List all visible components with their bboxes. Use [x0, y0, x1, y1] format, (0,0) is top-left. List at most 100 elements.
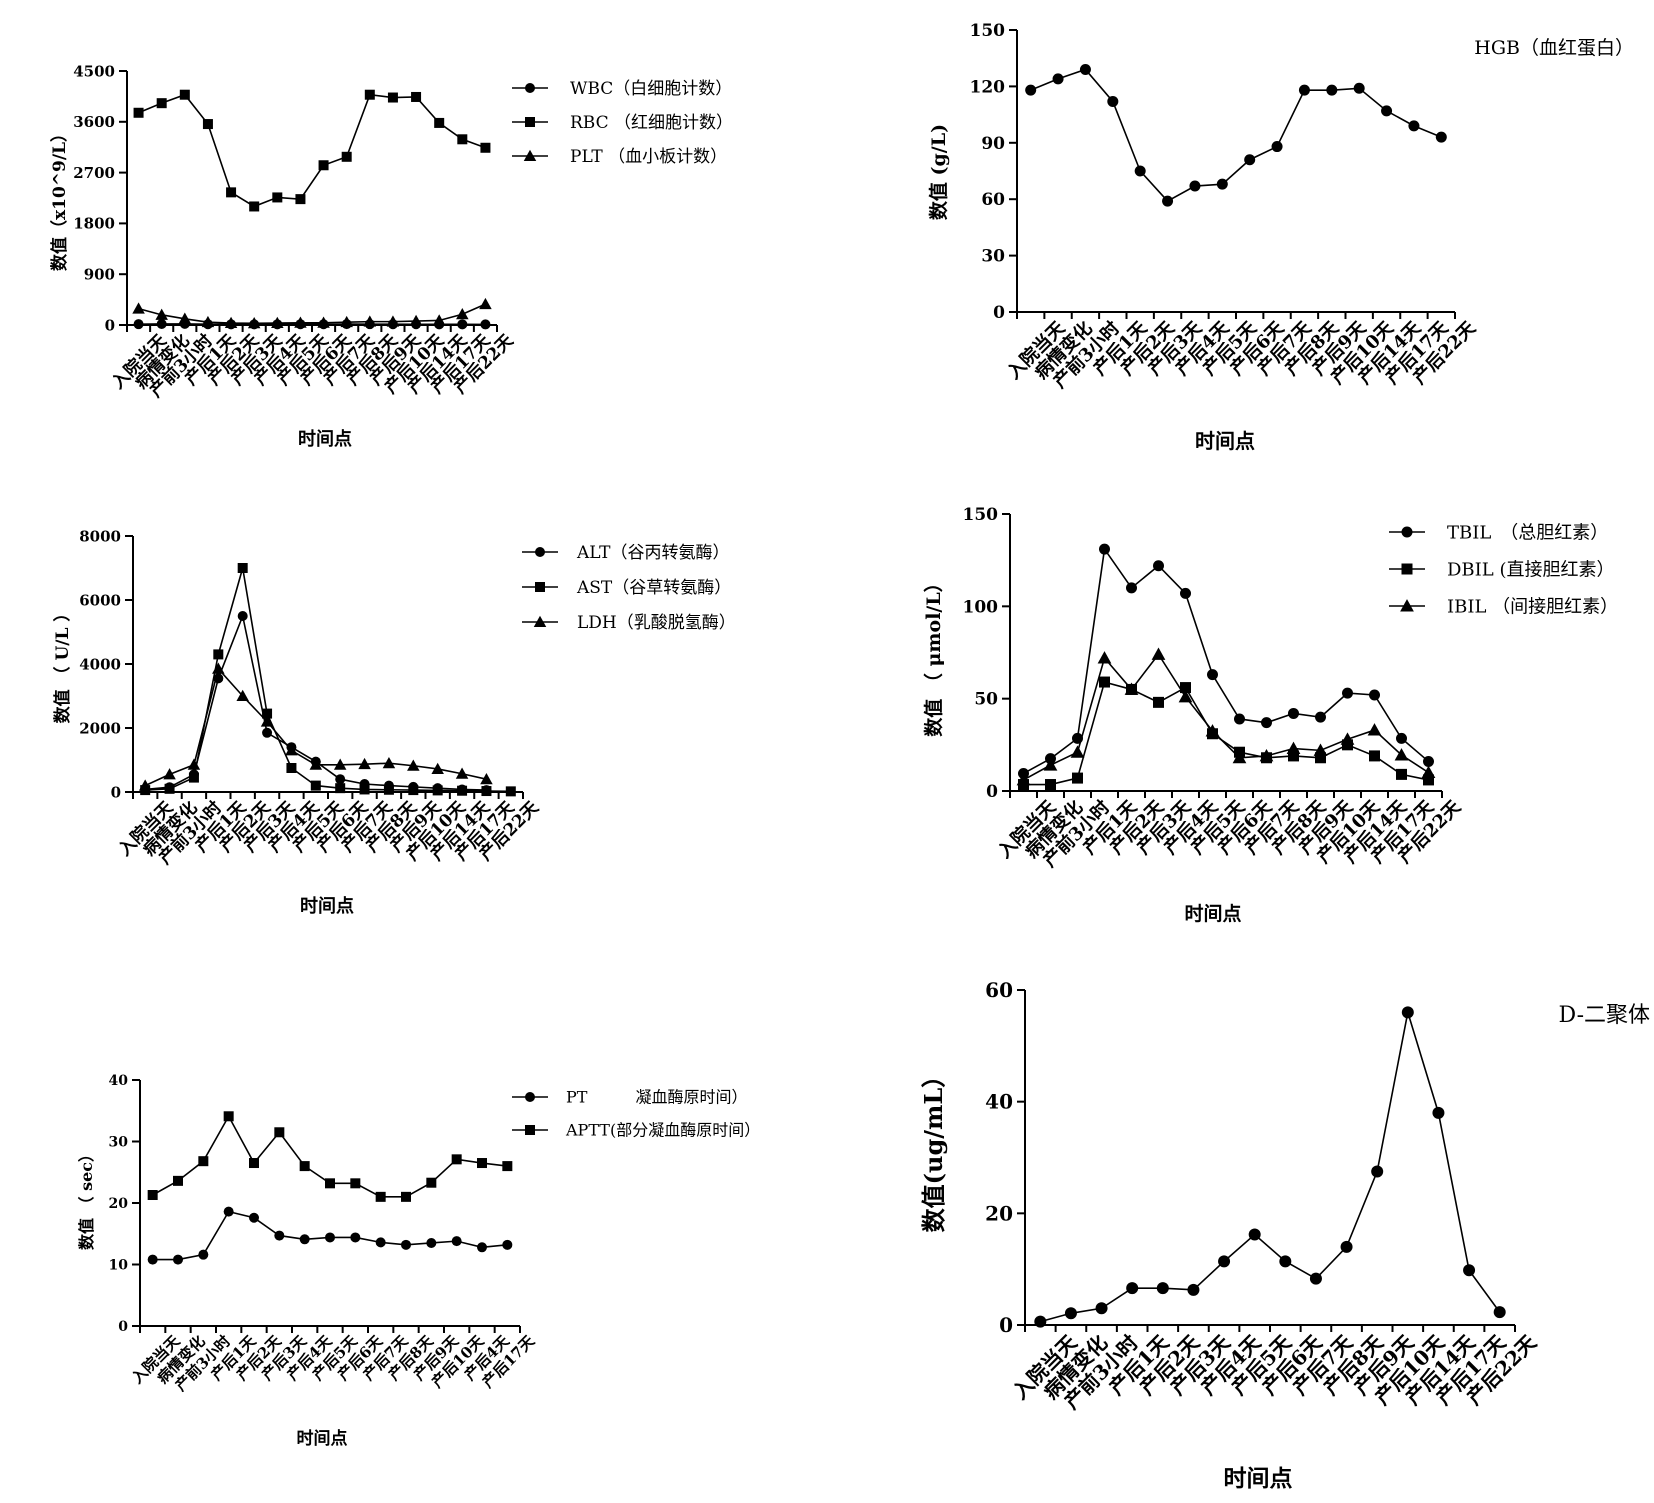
data-point	[198, 1156, 209, 1167]
data-point	[1072, 772, 1083, 784]
data-point	[1342, 739, 1353, 751]
data-point	[1016, 773, 1031, 786]
data-point	[502, 1161, 513, 1172]
data-point	[1288, 707, 1299, 719]
data-point	[382, 756, 396, 769]
legend-marker	[535, 547, 545, 557]
series-line	[1023, 652, 1429, 781]
series-1	[1034, 1006, 1506, 1328]
legend-marker	[525, 1125, 535, 1135]
data-point	[318, 160, 329, 171]
data-point	[1367, 723, 1382, 736]
data-point	[1340, 1240, 1353, 1253]
data-point	[271, 316, 284, 329]
legend-label: ALT（谷丙转氨酶）	[576, 543, 730, 563]
legend-marker	[523, 149, 537, 161]
data-point	[432, 785, 443, 796]
data-point	[226, 187, 237, 198]
y-tick-label: 900	[84, 265, 115, 283]
data-point	[457, 785, 468, 796]
y-tick-label: 0	[105, 316, 115, 334]
data-point	[333, 758, 347, 770]
data-point	[164, 783, 175, 794]
y-tick-label: 10	[109, 1257, 129, 1273]
y-tick-label: 100	[963, 597, 999, 617]
data-point	[407, 759, 420, 771]
data-point	[350, 1232, 361, 1243]
legend-marker	[1401, 563, 1413, 575]
legend-marker	[525, 117, 535, 127]
x-axis-title: 时间点	[1195, 429, 1255, 453]
data-point	[1234, 713, 1245, 725]
legend-label: RBC （红细胞计数）	[570, 113, 733, 133]
y-tick-label: 3600	[73, 113, 115, 131]
data-point	[285, 744, 298, 756]
data-point	[1271, 141, 1283, 153]
data-point	[479, 297, 492, 310]
chart-title: D-二聚体	[1559, 1003, 1650, 1028]
data-point	[202, 119, 213, 130]
data-point	[477, 1242, 487, 1253]
x-axis-title: 时间点	[298, 428, 352, 450]
data-point	[299, 1234, 310, 1245]
data-point	[426, 1237, 437, 1248]
series-line	[1040, 1012, 1501, 1323]
data-point	[457, 319, 468, 330]
data-point	[401, 1239, 411, 1250]
series-2	[147, 1111, 513, 1202]
data-point	[1371, 1165, 1384, 1178]
data-point	[317, 316, 330, 328]
data-point	[1025, 84, 1037, 96]
y-tick-label: 20	[109, 1196, 129, 1212]
data-point	[187, 758, 201, 770]
data-point	[272, 192, 283, 203]
data-point	[434, 117, 445, 128]
y-tick-label: 20	[985, 1201, 1013, 1225]
data-point	[325, 1178, 335, 1189]
data-point	[262, 708, 273, 719]
series-1	[147, 1206, 513, 1265]
data-point	[451, 1236, 462, 1247]
data-point	[1187, 1283, 1200, 1296]
y-tick-label: 0	[999, 1313, 1013, 1337]
data-point	[1259, 749, 1274, 762]
data-point	[1261, 717, 1272, 729]
y-axis-title: 数值 （ U/L ）	[52, 605, 73, 724]
data-point	[1099, 543, 1110, 555]
data-point	[1342, 687, 1353, 699]
legend-marker	[1400, 599, 1414, 612]
data-point	[1207, 669, 1218, 681]
data-point	[1134, 165, 1146, 177]
series-line	[138, 303, 486, 325]
data-point	[1216, 178, 1228, 190]
data-point	[1064, 1307, 1077, 1320]
data-point	[1396, 732, 1407, 744]
data-point	[1156, 1282, 1169, 1295]
data-point	[1315, 752, 1326, 764]
data-point	[132, 302, 145, 314]
data-point	[156, 98, 167, 109]
y-tick-label: 150	[963, 505, 999, 525]
data-point	[213, 649, 224, 660]
data-point	[224, 316, 238, 329]
data-point	[363, 315, 377, 327]
data-point	[1286, 741, 1301, 755]
data-point	[335, 774, 346, 785]
data-point	[1162, 195, 1174, 207]
data-point	[260, 715, 274, 727]
data-point	[1232, 750, 1247, 764]
data-point	[456, 308, 469, 320]
data-point	[133, 319, 144, 330]
y-tick-label: 6000	[79, 591, 121, 609]
data-point	[133, 107, 144, 118]
data-point	[1045, 779, 1056, 791]
data-point	[411, 91, 422, 102]
data-point	[237, 563, 248, 573]
legend-marker	[1401, 526, 1413, 538]
data-point	[1315, 711, 1326, 723]
data-point	[1340, 732, 1355, 745]
y-tick-label: 2700	[73, 164, 115, 182]
data-point	[294, 316, 307, 328]
legend-label: TBIL （总胆红素）	[1447, 522, 1608, 543]
